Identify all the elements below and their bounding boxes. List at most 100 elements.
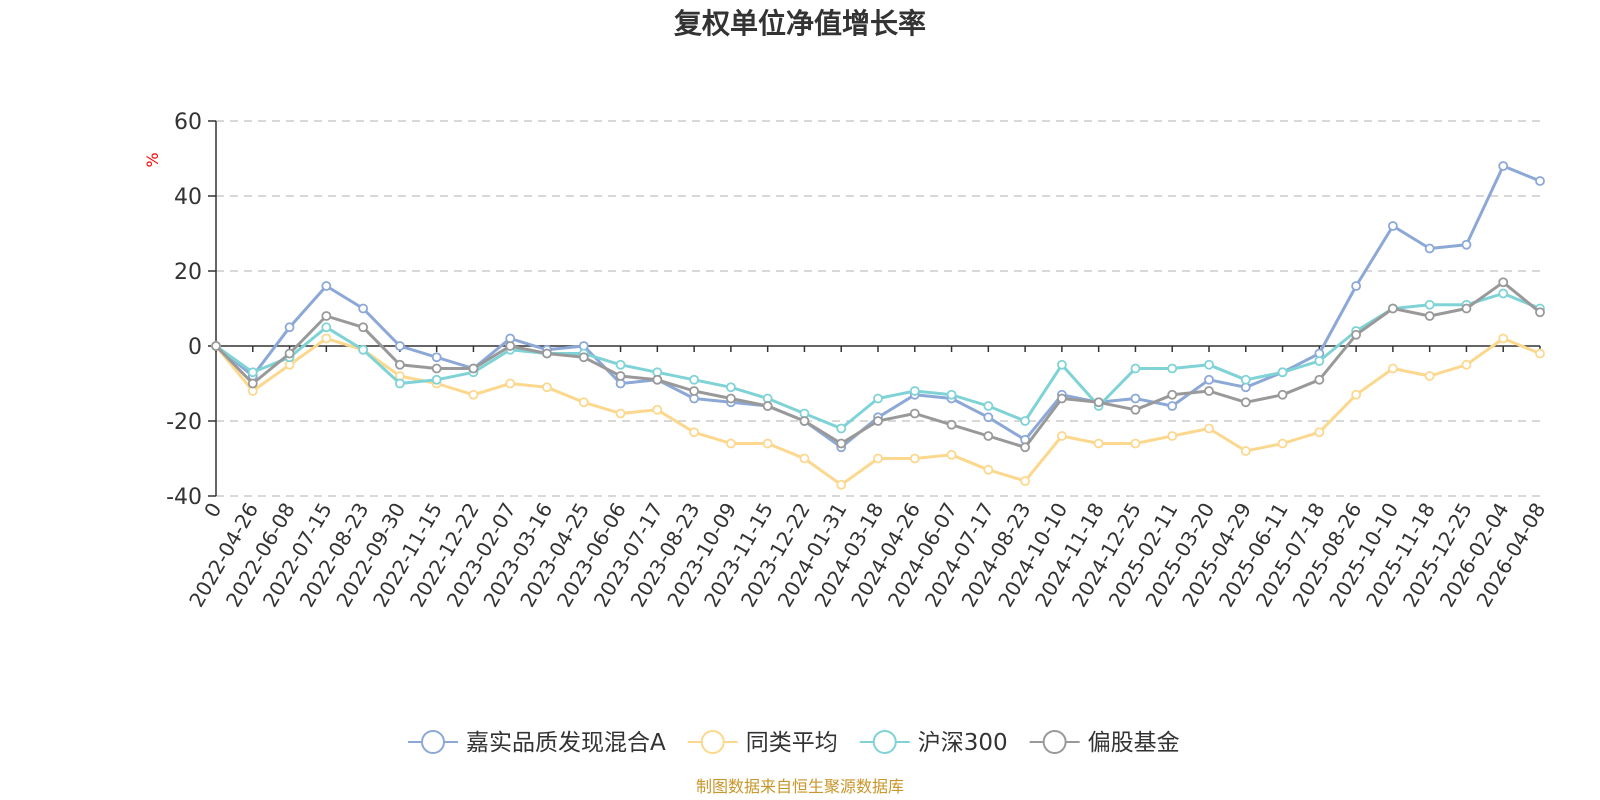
data-point[interactable] <box>1498 277 1509 288</box>
data-point[interactable] <box>1277 389 1288 400</box>
data-point[interactable] <box>615 359 626 370</box>
data-point[interactable] <box>1498 161 1509 171</box>
data-point[interactable] <box>873 453 883 464</box>
data-point[interactable] <box>1351 389 1362 400</box>
data-point[interactable] <box>909 408 920 419</box>
data-point[interactable] <box>321 281 332 291</box>
data-point[interactable] <box>1277 367 1288 378</box>
data-point[interactable] <box>578 397 589 408</box>
data-point[interactable] <box>1093 438 1104 449</box>
data-point[interactable] <box>358 344 369 355</box>
legend-item-3[interactable]: 偏股基金 <box>1029 730 1180 756</box>
data-point[interactable] <box>1020 442 1031 453</box>
data-point[interactable] <box>836 423 847 434</box>
data-point[interactable] <box>1424 311 1435 321</box>
data-point[interactable] <box>1240 397 1251 408</box>
data-point[interactable] <box>1093 397 1104 408</box>
data-point[interactable] <box>468 389 479 400</box>
data-point[interactable] <box>1387 363 1398 374</box>
data-point[interactable] <box>615 371 626 381</box>
data-point[interactable] <box>394 359 405 370</box>
data-point[interactable] <box>1535 348 1545 359</box>
data-point[interactable] <box>1314 374 1325 385</box>
data-point[interactable] <box>983 412 994 423</box>
data-point[interactable] <box>1240 446 1251 456</box>
data-point[interactable] <box>1020 476 1031 486</box>
data-point[interactable] <box>1204 386 1214 396</box>
data-point[interactable] <box>1461 303 1472 314</box>
data-point[interactable] <box>358 303 369 314</box>
data-point[interactable] <box>542 348 552 359</box>
data-point[interactable] <box>1020 416 1031 426</box>
data-point[interactable] <box>946 389 957 400</box>
data-point[interactable] <box>1056 393 1067 404</box>
data-point[interactable] <box>1387 303 1398 314</box>
data-point[interactable] <box>1204 359 1214 370</box>
data-point[interactable] <box>358 322 369 333</box>
data-point[interactable] <box>321 322 332 333</box>
data-point[interactable] <box>1461 239 1472 250</box>
data-point[interactable] <box>725 382 736 393</box>
data-point[interactable] <box>909 453 920 464</box>
data-point[interactable] <box>1277 438 1288 449</box>
data-point[interactable] <box>725 438 736 449</box>
data-point[interactable] <box>836 479 847 490</box>
data-point[interactable] <box>1130 438 1141 449</box>
data-point[interactable] <box>505 378 516 389</box>
data-point[interactable] <box>1167 363 1178 374</box>
legend-item-1[interactable]: 同类平均 <box>687 730 838 756</box>
legend[interactable]: 嘉实品质发现混合A 同类平均 沪深300 偏股基金 <box>408 730 1180 756</box>
legend-item-0[interactable]: 嘉实品质发现混合A <box>408 730 666 756</box>
data-point[interactable] <box>247 378 258 389</box>
data-point[interactable] <box>652 374 663 385</box>
data-point[interactable] <box>1056 431 1067 441</box>
data-point[interactable] <box>946 419 957 430</box>
data-point[interactable] <box>836 438 847 449</box>
data-point[interactable] <box>578 352 589 363</box>
data-point[interactable] <box>1204 374 1214 385</box>
data-point[interactable] <box>1240 374 1251 385</box>
data-point[interactable] <box>284 348 295 359</box>
data-point[interactable] <box>1130 404 1141 415</box>
data-point[interactable] <box>1535 307 1545 318</box>
data-point[interactable] <box>909 386 920 396</box>
data-point[interactable] <box>689 386 700 396</box>
data-point[interactable] <box>799 416 810 426</box>
data-point[interactable] <box>689 427 700 438</box>
data-point[interactable] <box>1351 281 1362 291</box>
data-point[interactable] <box>1498 333 1509 344</box>
data-point[interactable] <box>983 431 994 441</box>
data-point[interactable] <box>542 382 552 393</box>
data-point[interactable] <box>1535 176 1545 186</box>
data-point[interactable] <box>1130 363 1141 374</box>
legend-item-2[interactable]: 沪深300 <box>859 730 1008 756</box>
data-point[interactable] <box>1167 401 1178 411</box>
data-point[interactable] <box>321 311 332 321</box>
data-point[interactable] <box>1167 389 1178 400</box>
data-point[interactable] <box>1461 359 1472 370</box>
data-point[interactable] <box>394 378 405 389</box>
data-point[interactable] <box>762 438 773 449</box>
data-point[interactable] <box>468 363 479 374</box>
data-point[interactable] <box>1314 427 1325 438</box>
data-point[interactable] <box>431 352 442 363</box>
data-point[interactable] <box>1387 221 1398 231</box>
data-point[interactable] <box>1424 299 1435 310</box>
data-point[interactable] <box>1351 329 1362 340</box>
data-point[interactable] <box>689 374 700 385</box>
data-point[interactable] <box>505 341 516 351</box>
data-point[interactable] <box>431 374 442 385</box>
data-point[interactable] <box>321 333 332 344</box>
data-point[interactable] <box>983 401 994 411</box>
data-point[interactable] <box>1424 371 1435 381</box>
data-point[interactable] <box>1167 431 1178 441</box>
data-point[interactable] <box>946 449 957 460</box>
data-point[interactable] <box>1424 243 1435 254</box>
data-point[interactable] <box>247 367 258 378</box>
data-point[interactable] <box>615 408 626 419</box>
data-point[interactable] <box>873 393 883 404</box>
data-point[interactable] <box>762 401 773 411</box>
data-point[interactable] <box>1314 356 1325 366</box>
data-point[interactable] <box>1056 359 1067 370</box>
data-point[interactable] <box>983 464 994 475</box>
